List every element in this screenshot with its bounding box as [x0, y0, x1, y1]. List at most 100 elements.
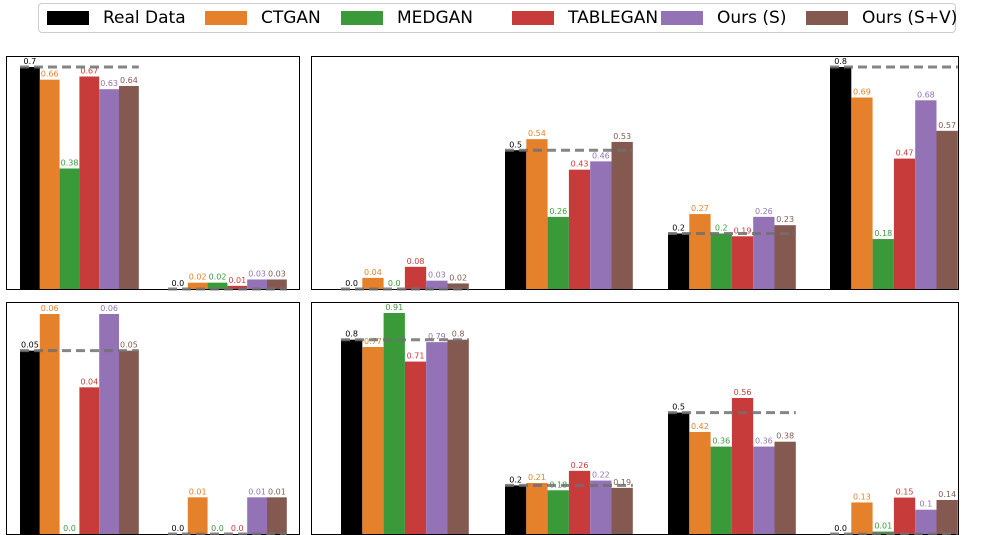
- bar-value-label: 0.01: [268, 487, 286, 496]
- bar-ours-s-v--g3: [936, 130, 958, 289]
- bar-value-label: 0.69: [853, 88, 871, 97]
- bar-value-label: 0.1: [919, 500, 932, 509]
- bar-real-data-g1: [505, 485, 527, 534]
- bar-value-label: 0.02: [189, 273, 207, 282]
- bar-ours-s--g0: [99, 314, 119, 534]
- bar-medgan-g3: [872, 239, 894, 289]
- bar-ours-s-v--g1: [267, 279, 287, 289]
- bar-value-label: 0.08: [407, 257, 425, 266]
- bar-value-label: 0.01: [189, 487, 207, 496]
- legend-item-2: MEDGAN: [341, 4, 473, 32]
- bar-ours-s-v--g1: [611, 487, 633, 534]
- bar-ours-s--g1: [247, 279, 267, 289]
- bar-ctgan-g3: [851, 97, 873, 289]
- bar-value-label: 0.53: [613, 132, 631, 141]
- bar-value-label: 0.2: [715, 224, 728, 233]
- bar-ours-s-v--g0: [119, 86, 139, 289]
- bar-value-label: 0.06: [41, 304, 59, 313]
- bar-ours-s--g1: [247, 497, 267, 534]
- legend-label: TABLEGAN: [568, 8, 659, 28]
- bar-value-label: 0.0: [834, 524, 847, 533]
- bar-value-label: 0.46: [592, 151, 610, 160]
- bar-real-data-g0: [20, 350, 40, 534]
- bar-ctgan-g2: [689, 432, 711, 534]
- bar-ours-s-v--g0: [447, 339, 469, 534]
- bar-value-label: 0.14: [938, 490, 956, 499]
- bar-value-label: 0.38: [61, 158, 79, 167]
- bar-ours-s-v--g0: [447, 283, 469, 289]
- bar-value-label: 0.5: [672, 403, 685, 412]
- bar-ours-s--g0: [426, 280, 448, 289]
- bar-tablegan-g3: [893, 158, 916, 289]
- bar-tablegan-g2: [731, 398, 754, 534]
- legend-item-5: Ours (S+V): [806, 4, 957, 32]
- bar-value-label: 0.13: [853, 492, 871, 501]
- bar-value-label: 0.68: [917, 90, 935, 99]
- chart-panel-top-left: 0.70.660.380.670.63 0.640.00.02 0.02 0.010.…: [6, 56, 300, 291]
- bar-tablegan-g1: [568, 470, 591, 534]
- bar-medgan-g2: [710, 233, 732, 289]
- bar-value-label: 0.8: [834, 57, 847, 66]
- legend-swatch: [512, 11, 554, 25]
- legend-item-3: TABLEGAN: [512, 4, 658, 32]
- bar-value-label: 0.56: [734, 388, 752, 397]
- bar-medgan-g0: [59, 168, 80, 289]
- chart-panel-top-right: 0.00.040.00.080.03 0.020.50.540.260.430.4…: [311, 56, 959, 291]
- legend-swatch: [47, 11, 89, 25]
- bar-tablegan-g0: [404, 361, 427, 534]
- bar-ours-s--g3: [915, 100, 937, 289]
- bar-value-label: 0.26: [755, 207, 773, 216]
- bar-ours-s--g0: [99, 89, 119, 289]
- bar-value-label: 0.04: [80, 377, 98, 386]
- bar-value-label: 0.06: [100, 304, 118, 313]
- bar-value-label: 0.04: [364, 268, 382, 277]
- bar-real-data-g1: [505, 150, 527, 289]
- bar-value-label: 0.21: [528, 473, 546, 482]
- bar-value-label: 0.0: [388, 279, 401, 288]
- bar-medgan-g0: [383, 313, 405, 534]
- legend-label: CTGAN: [261, 8, 321, 28]
- bar-ctgan-g1: [187, 497, 208, 534]
- bar-value-label: 0.26: [571, 461, 589, 470]
- bar-value-label: 0.7: [24, 57, 37, 66]
- axes-frame: [311, 56, 959, 290]
- bar-value-label: 0.01: [874, 522, 892, 531]
- bar-value-label: 0.0: [211, 524, 224, 533]
- bar-value-label: 0.05: [120, 341, 138, 350]
- bar-tablegan-g1: [227, 285, 248, 289]
- legend-label: Ours (S): [717, 8, 787, 28]
- chart-panel-bottom-left: 0.05 0.06 0.0 0.04 0.06 0.05 0.0 0.01 0.0 0.0 0.01…: [6, 302, 300, 535]
- bar-ctgan-g3: [851, 502, 873, 534]
- bar-value-label: 0.0: [172, 524, 185, 533]
- bar-value-label: 0.23: [776, 215, 794, 224]
- bar-value-label: 0.18: [549, 480, 567, 489]
- bar-value-label: 0.02: [449, 273, 467, 282]
- bar-medgan-g1: [207, 282, 228, 289]
- bar-value-label: 0.19: [734, 226, 752, 235]
- bar-value-label: 0.8: [345, 330, 358, 339]
- bar-value-label: 0.0: [172, 279, 185, 288]
- bar-medgan-g1: [547, 216, 569, 289]
- bar-real-data-g0: [341, 339, 363, 534]
- bar-value-label: 0.03: [428, 271, 446, 280]
- bar-value-label: 0.03: [248, 269, 266, 278]
- bar-real-data-g0: [20, 67, 40, 289]
- bar-medgan-g1: [547, 490, 569, 534]
- bar-value-label: 0.15: [896, 488, 914, 497]
- bar-value-label: 0.79: [428, 332, 446, 341]
- legend: Real Data CTGAN MEDGAN TABLEGAN Ours (S) Ours…: [38, 3, 957, 33]
- bar-ctgan-g0: [39, 314, 60, 534]
- legend-swatch: [205, 11, 247, 25]
- bar-tablegan-g0: [79, 76, 100, 289]
- bar-value-label: 0.19: [613, 478, 631, 487]
- chart-panel-bottom-right: 0.8 0.77 0.91 0.71 0.79 0.8 0.2 0.210.18 0.260.2…: [311, 302, 959, 535]
- bar-tablegan-g2: [731, 236, 754, 289]
- bar-ours-s-v--g0: [119, 350, 139, 534]
- bar-value-label: 0.57: [938, 121, 956, 130]
- bar-tablegan-g1: [568, 169, 591, 289]
- bar-ctgan-g1: [187, 282, 208, 289]
- bar-tablegan-g0: [79, 387, 100, 534]
- bar-ctgan-g0: [362, 277, 384, 289]
- bar-value-label: 0.64: [120, 76, 138, 85]
